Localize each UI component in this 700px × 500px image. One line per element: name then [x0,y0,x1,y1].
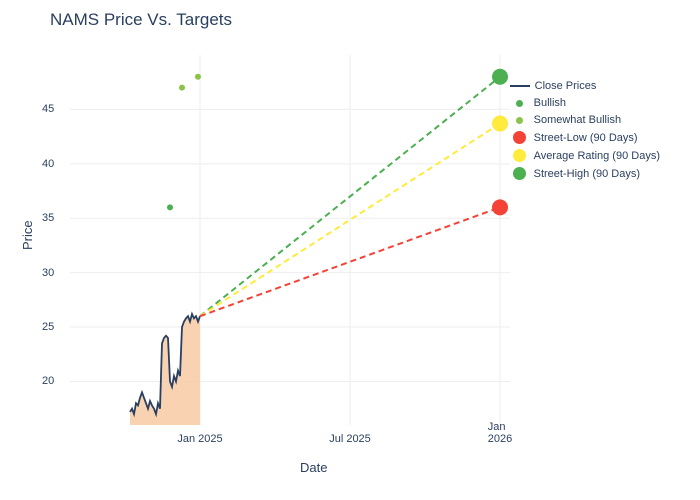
y-tick-label: 25 [42,321,54,333]
legend-symbol [513,167,526,180]
x-tick-label: Jan 2026 [488,421,512,445]
legend-symbol [513,131,526,144]
legend-symbol [510,85,530,87]
legend-symbol [513,149,526,162]
y-tick-label: 45 [42,103,54,115]
x-axis-label: Date [300,460,327,475]
x-tick-label: Jul 2025 [329,433,371,445]
legend-label: Close Prices [535,80,597,92]
legend-item[interactable]: Bullish [510,97,660,109]
legend-item[interactable]: Street-Low (90 Days) [510,131,660,144]
legend-label: Average Rating (90 Days) [534,150,660,162]
legend-item[interactable]: Street-High (90 Days) [510,167,660,180]
chart-container: NAMS Price Vs. Targets Price Date 202530… [0,0,700,500]
legend-item[interactable]: Close Prices [510,80,660,92]
legend-label: Street-Low (90 Days) [534,132,638,144]
y-tick-label: 35 [42,212,54,224]
chart-svg [70,55,510,425]
legend-item[interactable]: Somewhat Bullish [510,114,660,126]
y-axis-label: Price [20,220,35,250]
legend-label: Street-High (90 Days) [534,168,640,180]
x-tick-label: Jan 2025 [177,433,222,445]
chart-title: NAMS Price Vs. Targets [50,10,232,30]
legend-item[interactable]: Average Rating (90 Days) [510,149,660,162]
y-tick-label: 20 [42,375,54,387]
legend-label: Bullish [534,97,566,109]
legend-symbol [516,117,523,124]
y-tick-label: 30 [42,267,54,279]
legend-label: Somewhat Bullish [534,114,621,126]
legend-symbol [516,100,523,107]
y-tick-label: 40 [42,158,54,170]
plot-area: 202530354045Jan 2025Jul 2025Jan 2026 [70,55,510,425]
legend: Close Prices Bullish Somewhat Bullish Stree… [510,80,660,185]
